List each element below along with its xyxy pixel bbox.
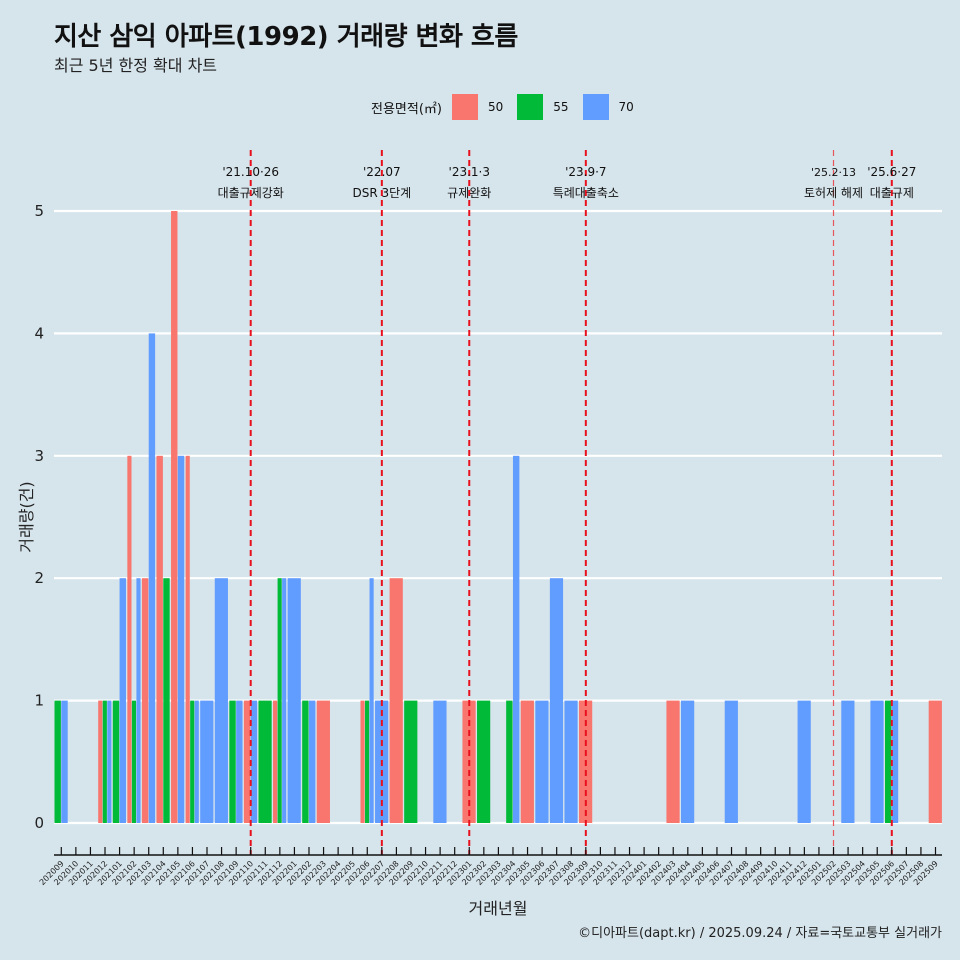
bar-202102-50 [127, 455, 132, 823]
y-tick-label: 0 [34, 814, 44, 832]
bar-202110-50 [243, 700, 251, 823]
bar-202208-50 [389, 578, 403, 823]
bar-202202-55 [302, 700, 309, 823]
y-tick-label: 2 [34, 569, 44, 587]
y-axis: 0 1 2 3 4 5 [34, 202, 44, 832]
bar-202101-55 [112, 700, 120, 823]
bar-202112-50 [273, 700, 278, 823]
bar-202108-70 [214, 578, 228, 823]
bar-202101-70 [119, 578, 126, 823]
event-label: 토허제 해제 [804, 186, 863, 200]
bar-202506-55 [884, 700, 892, 823]
bar-202112-70 [282, 578, 287, 823]
bar-202306-70 [535, 700, 549, 823]
bar-202206-55 [365, 700, 370, 823]
bar-202505-70 [870, 700, 884, 823]
y-tick-label: 3 [34, 447, 44, 465]
event-date: '23.1·3 [449, 165, 490, 179]
event-annotations: '21.10·26 대출규제강화 '22.07 DSR 3단계 '23.1·3 규제완화 '… [218, 165, 917, 200]
event-label: DSR 3단계 [352, 186, 411, 200]
bar-202106-50 [185, 455, 190, 823]
bar-202012-70 [107, 700, 112, 823]
bar-202305-50 [520, 700, 534, 823]
y-tick-label: 4 [34, 324, 44, 342]
event-date: '25.2·13 [811, 166, 856, 179]
bar-202202-70 [308, 700, 316, 823]
bar-202102-70 [136, 578, 141, 823]
event-label: 규제완화 [447, 186, 491, 200]
event-date: '23.9·7 [565, 165, 606, 179]
bar-202009-55 [54, 700, 61, 823]
bar-202102-55 [131, 700, 137, 823]
legend-label-55: 55 [553, 100, 569, 114]
bar-202503-70 [841, 700, 855, 823]
bar-202304-55 [506, 700, 513, 823]
bar-202012-55 [102, 700, 107, 823]
bar-202209-55 [404, 700, 418, 823]
y-tick-label: 5 [34, 202, 44, 220]
legend-key-70 [582, 94, 609, 120]
legend-title: 전용면적(㎡) [371, 101, 442, 117]
bar-202103-50 [141, 578, 149, 823]
caption: ©디아파트(dapt.kr) / 2025.09.24 / 자료=국토교통부 실… [578, 926, 942, 941]
bar-202308-70 [564, 700, 578, 823]
bar-202009-70 [61, 700, 68, 823]
legend-key-55 [517, 94, 544, 120]
event-lines [249, 150, 893, 855]
bar-202012-50 [98, 700, 103, 823]
bar-202203-50 [316, 700, 330, 823]
event-date: '22.07 [363, 165, 401, 179]
legend-label-50: 50 [487, 100, 504, 114]
bar-202112-55 [277, 578, 282, 823]
bar-202104-55 [163, 578, 170, 823]
bar-202509-50 [928, 700, 942, 823]
bar-202206-70 [369, 578, 374, 823]
bar-202109-70 [236, 700, 243, 823]
event-label: 특례대출축소 [553, 186, 619, 200]
chart-subtitle: 최근 5년 한정 확대 차트 [54, 56, 218, 75]
bar-202110-70 [250, 700, 258, 823]
bar-202111-55 [258, 700, 272, 823]
legend-label-70: 70 [618, 100, 634, 114]
event-date: '21.10·26 [222, 165, 279, 179]
y-axis-title: 거래량(건) [17, 481, 36, 552]
x-axis-title: 거래년월 [469, 899, 528, 918]
bar-202107-70 [200, 700, 214, 823]
y-tick-label: 1 [34, 692, 44, 710]
legend: 전용면적(㎡) 50 55 70 [371, 92, 648, 122]
bar-202201-70 [287, 578, 301, 823]
bar-202106-70 [194, 700, 199, 823]
bar-202206-50 [360, 700, 365, 823]
bar-202302-55 [477, 700, 491, 823]
bar-202403-50 [666, 700, 680, 823]
bar-202105-70 [177, 455, 185, 823]
bar-202106-55 [190, 700, 195, 823]
bar-202506-70 [891, 700, 899, 823]
bar-202407-70 [724, 700, 738, 823]
bar-202404-70 [681, 700, 695, 823]
event-label: 대출규제강화 [218, 186, 284, 200]
bar-202307-70 [549, 578, 564, 823]
bar-202412-70 [797, 700, 811, 823]
bar-202211-70 [433, 700, 447, 823]
bars [54, 211, 942, 823]
chart-title: 지산 삼익 아파트(1992) 거래량 변화 흐름 [54, 22, 518, 52]
event-date: '25.6·27 [867, 165, 916, 179]
x-axis: 2020092020102020112020122021012021022021… [38, 847, 942, 887]
bar-202105-50 [171, 211, 178, 823]
bar-202103-70 [148, 333, 156, 823]
bar-202109-55 [229, 700, 236, 823]
bar-202104-50 [156, 455, 163, 823]
bar-202304-70 [512, 455, 520, 823]
legend-key-50 [451, 94, 478, 120]
event-label: 대출규제 [870, 186, 914, 200]
